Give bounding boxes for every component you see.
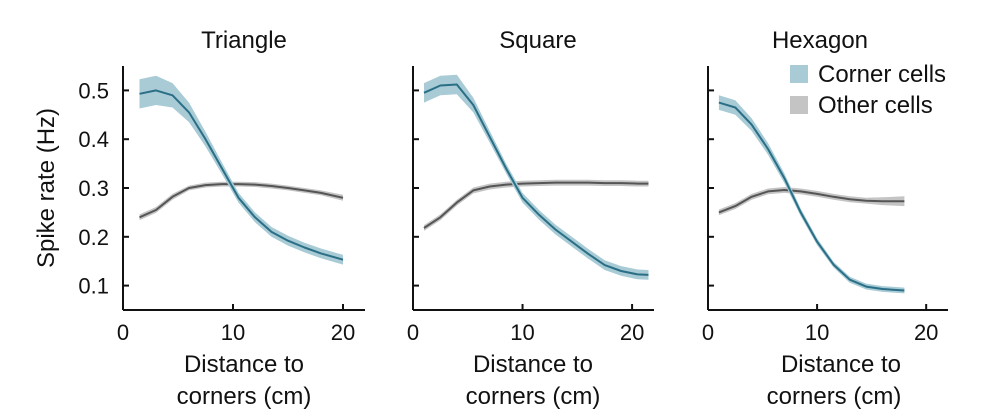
series-line-other bbox=[718, 189, 905, 214]
x-axis-label-line2: corners (cm) bbox=[177, 383, 312, 410]
series-line-corner bbox=[423, 83, 649, 276]
plot-area-hexagon: 0 10 20 bbox=[702, 66, 948, 345]
panel-hexagon: Hexagon Distance to corners (cm) Corner … bbox=[767, 27, 946, 410]
series-line-other bbox=[139, 183, 344, 219]
x-axis-label-line2: corners (cm) bbox=[767, 383, 902, 410]
x-tick-label: 0 bbox=[407, 320, 419, 345]
error-band-corner bbox=[424, 74, 649, 280]
error-band-other bbox=[424, 179, 649, 231]
legend-label-other: Other cells bbox=[818, 92, 933, 119]
plot-area-square: 0 10 20 bbox=[407, 66, 654, 345]
x-axis-label-line1: Distance to bbox=[781, 351, 901, 378]
x-tick-label: 20 bbox=[914, 320, 938, 345]
x-tick-label: 20 bbox=[620, 320, 644, 345]
x-tick-label: 10 bbox=[221, 320, 245, 345]
y-tick-label: 0.4 bbox=[78, 127, 109, 152]
panel-title: Square bbox=[499, 27, 576, 54]
x-tick-label: 10 bbox=[805, 320, 829, 345]
series-line-other bbox=[423, 181, 649, 229]
x-tick-label: 0 bbox=[702, 320, 714, 345]
x-axis-label-line2: corners (cm) bbox=[466, 383, 601, 410]
plot-areas: 0.1 0.2 0.3 0.4 0.5 0 10 20 0 10 20 0 10 20 bbox=[78, 66, 948, 345]
x-tick-label: 20 bbox=[331, 320, 355, 345]
panel-title: Hexagon bbox=[772, 27, 868, 54]
plot-area-triangle: 0.1 0.2 0.3 0.4 0.5 0 10 20 bbox=[78, 66, 365, 345]
error-band-other bbox=[718, 187, 905, 216]
y-tick-label: 0.3 bbox=[78, 176, 109, 201]
y-tick-label: 0.1 bbox=[78, 274, 109, 299]
legend-swatch-other bbox=[790, 96, 808, 114]
series-line-corner bbox=[139, 89, 344, 261]
x-axis-label-line1: Distance to bbox=[473, 351, 593, 378]
panel-square: Square Distance to corners (cm) bbox=[466, 27, 601, 410]
x-tick-label: 0 bbox=[117, 320, 129, 345]
y-axis-label: Spike rate (Hz) bbox=[33, 108, 60, 268]
legend-swatch-corner bbox=[790, 65, 808, 83]
panel-title: Triangle bbox=[201, 27, 287, 54]
error-band-corner bbox=[139, 75, 343, 265]
legend-label-corner: Corner cells bbox=[818, 61, 946, 88]
x-tick-label: 10 bbox=[510, 320, 534, 345]
series-line-corner bbox=[718, 101, 905, 292]
panel-triangle: Triangle Distance to corners (cm) bbox=[177, 27, 312, 410]
y-tick-label: 0.5 bbox=[78, 78, 109, 103]
legend: Corner cells Other cells bbox=[790, 61, 946, 119]
y-tick-label: 0.2 bbox=[78, 225, 109, 250]
x-axis-label-line1: Distance to bbox=[184, 351, 304, 378]
